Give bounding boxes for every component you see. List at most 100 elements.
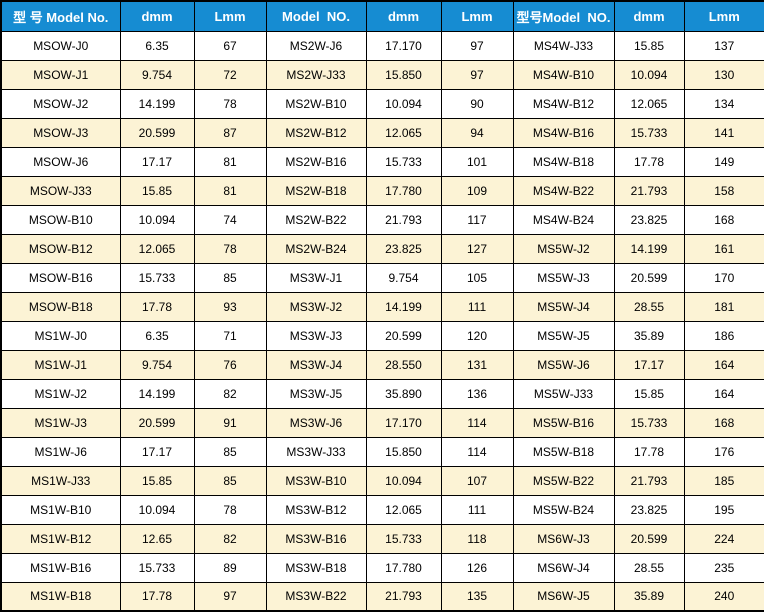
model-cell: MS3W-B18 [265, 552, 367, 583]
model-cell: MS3W-B16 [265, 523, 367, 554]
table-row: MS1W-B16 15.733 89 MS3W-B18 17.780 126 MS6W-J4… [0, 552, 764, 583]
table-row: MS1W-J0 6.35 71 MS3W-J3 20.599 120 MS5W-J5 35.8… [0, 320, 764, 351]
dmm-cell: 12.065 [365, 117, 442, 148]
lmm-cell: 195 [683, 494, 764, 525]
lmm-cell: 181 [683, 291, 764, 322]
dmm-cell: 21.793 [365, 204, 442, 235]
table-row: MS1W-J1 9.754 76 MS3W-J4 28.550 131 MS5W-J6 17.… [0, 349, 764, 380]
model-cell: MSOW-J6 [0, 146, 121, 177]
lmm-cell: 164 [683, 378, 764, 409]
model-cell: MS3W-J1 [265, 262, 367, 293]
model-cell: MSOW-B10 [0, 204, 121, 235]
model-cell: MS5W-J3 [512, 262, 615, 293]
dmm-cell: 14.199 [119, 88, 195, 119]
dmm-cell: 20.599 [119, 117, 195, 148]
table-row: MSOW-B10 10.094 74 MS2W-B22 21.793 117 MS4W-B2… [0, 204, 764, 235]
lmm-cell: 105 [440, 262, 514, 293]
lmm-cell: 126 [440, 552, 514, 583]
col-header-lmm-group1: Lmm [193, 0, 267, 32]
model-cell: MS2W-B18 [265, 175, 367, 206]
model-cell: MS5W-B22 [512, 465, 615, 496]
lmm-cell: 130 [683, 59, 764, 90]
table-body: MSOW-J0 6.35 67 MS2W-J6 17.170 97 MS4W-J33 15.8… [0, 30, 764, 612]
lmm-cell: 85 [193, 465, 267, 496]
dmm-cell: 17.78 [613, 146, 685, 177]
dmm-cell: 17.78 [119, 291, 195, 322]
dmm-cell: 17.78 [119, 581, 195, 612]
model-cell: MS5W-B16 [512, 407, 615, 438]
model-cell: MS3W-J3 [265, 320, 367, 351]
col-header-model-group1: 型 号 Model No. [0, 0, 121, 32]
dmm-cell: 15.733 [119, 552, 195, 583]
model-cell: MS1W-J0 [0, 320, 121, 351]
model-cell: MS6W-J5 [512, 581, 615, 612]
header-row: 型 号 Model No. dmm Lmm Model NO. dmm Lmm … [0, 0, 764, 32]
lmm-cell: 82 [193, 523, 267, 554]
lmm-cell: 114 [440, 436, 514, 467]
dmm-cell: 12.065 [365, 494, 442, 525]
model-cell: MS5W-J33 [512, 378, 615, 409]
dmm-cell: 23.825 [613, 494, 685, 525]
model-cell: MS2W-B16 [265, 146, 367, 177]
table-row: MS1W-B18 17.78 97 MS3W-B22 21.793 135 MS6W-J5 3… [0, 581, 764, 612]
model-cell: MS1W-B10 [0, 494, 121, 525]
model-cell: MS1W-J6 [0, 436, 121, 467]
lmm-cell: 76 [193, 349, 267, 380]
lmm-cell: 185 [683, 465, 764, 496]
dmm-cell: 35.890 [365, 378, 442, 409]
model-cell: MS1W-B18 [0, 581, 121, 612]
dmm-cell: 12.065 [613, 88, 685, 119]
model-cell: MSOW-J0 [0, 30, 121, 61]
dmm-cell: 10.094 [613, 59, 685, 90]
lmm-cell: 93 [193, 291, 267, 322]
lmm-cell: 235 [683, 552, 764, 583]
dmm-cell: 15.850 [365, 436, 442, 467]
dmm-cell: 9.754 [365, 262, 442, 293]
lmm-cell: 101 [440, 146, 514, 177]
table-row: MS1W-J2 14.199 82 MS3W-J5 35.890 136 MS5W-J33 1… [0, 378, 764, 409]
dmm-cell: 28.550 [365, 349, 442, 380]
model-cell: MSOW-B18 [0, 291, 121, 322]
col-header-dmm-group2: dmm [365, 0, 442, 32]
lmm-cell: 74 [193, 204, 267, 235]
model-cell: MSOW-J2 [0, 88, 121, 119]
dmm-cell: 17.78 [613, 436, 685, 467]
lmm-cell: 134 [683, 88, 764, 119]
dmm-cell: 14.199 [613, 233, 685, 264]
lmm-cell: 82 [193, 378, 267, 409]
dmm-cell: 28.55 [613, 552, 685, 583]
model-cell: MS4W-B18 [512, 146, 615, 177]
table-row: MS1W-J6 17.17 85 MS3W-J33 15.850 114 MS5W-B18 1… [0, 436, 764, 467]
model-cell: MS2W-B12 [265, 117, 367, 148]
dmm-cell: 17.170 [365, 30, 442, 61]
lmm-cell: 127 [440, 233, 514, 264]
lmm-cell: 90 [440, 88, 514, 119]
dmm-cell: 12.65 [119, 523, 195, 554]
lmm-cell: 114 [440, 407, 514, 438]
dmm-cell: 9.754 [119, 59, 195, 90]
dmm-cell: 10.094 [119, 204, 195, 235]
table-row: MS1W-J33 15.85 85 MS3W-B10 10.094 107 MS5W-B22… [0, 465, 764, 496]
lmm-cell: 94 [440, 117, 514, 148]
table-row: MSOW-J6 17.17 81 MS2W-B16 15.733 101 MS4W-B18 1… [0, 146, 764, 177]
lmm-cell: 164 [683, 349, 764, 380]
lmm-cell: 158 [683, 175, 764, 206]
model-cell: MS3W-J6 [265, 407, 367, 438]
dmm-cell: 21.793 [365, 581, 442, 612]
lmm-cell: 85 [193, 262, 267, 293]
model-cell: MS3W-B12 [265, 494, 367, 525]
dmm-cell: 15.733 [365, 146, 442, 177]
model-cell: MS3W-J4 [265, 349, 367, 380]
model-cell: MS5W-B24 [512, 494, 615, 525]
lmm-cell: 168 [683, 407, 764, 438]
dmm-cell: 10.094 [365, 88, 442, 119]
model-cell: MSOW-J33 [0, 175, 121, 206]
table-row: MSOW-J3 20.599 87 MS2W-B12 12.065 94 MS4W-B16 1… [0, 117, 764, 148]
model-cell: MS1W-J1 [0, 349, 121, 380]
col-header-dmm-group1: dmm [119, 0, 195, 32]
model-cell: MS1W-J2 [0, 378, 121, 409]
lmm-cell: 118 [440, 523, 514, 554]
lmm-cell: 81 [193, 146, 267, 177]
model-cell: MS3W-J5 [265, 378, 367, 409]
lmm-cell: 135 [440, 581, 514, 612]
